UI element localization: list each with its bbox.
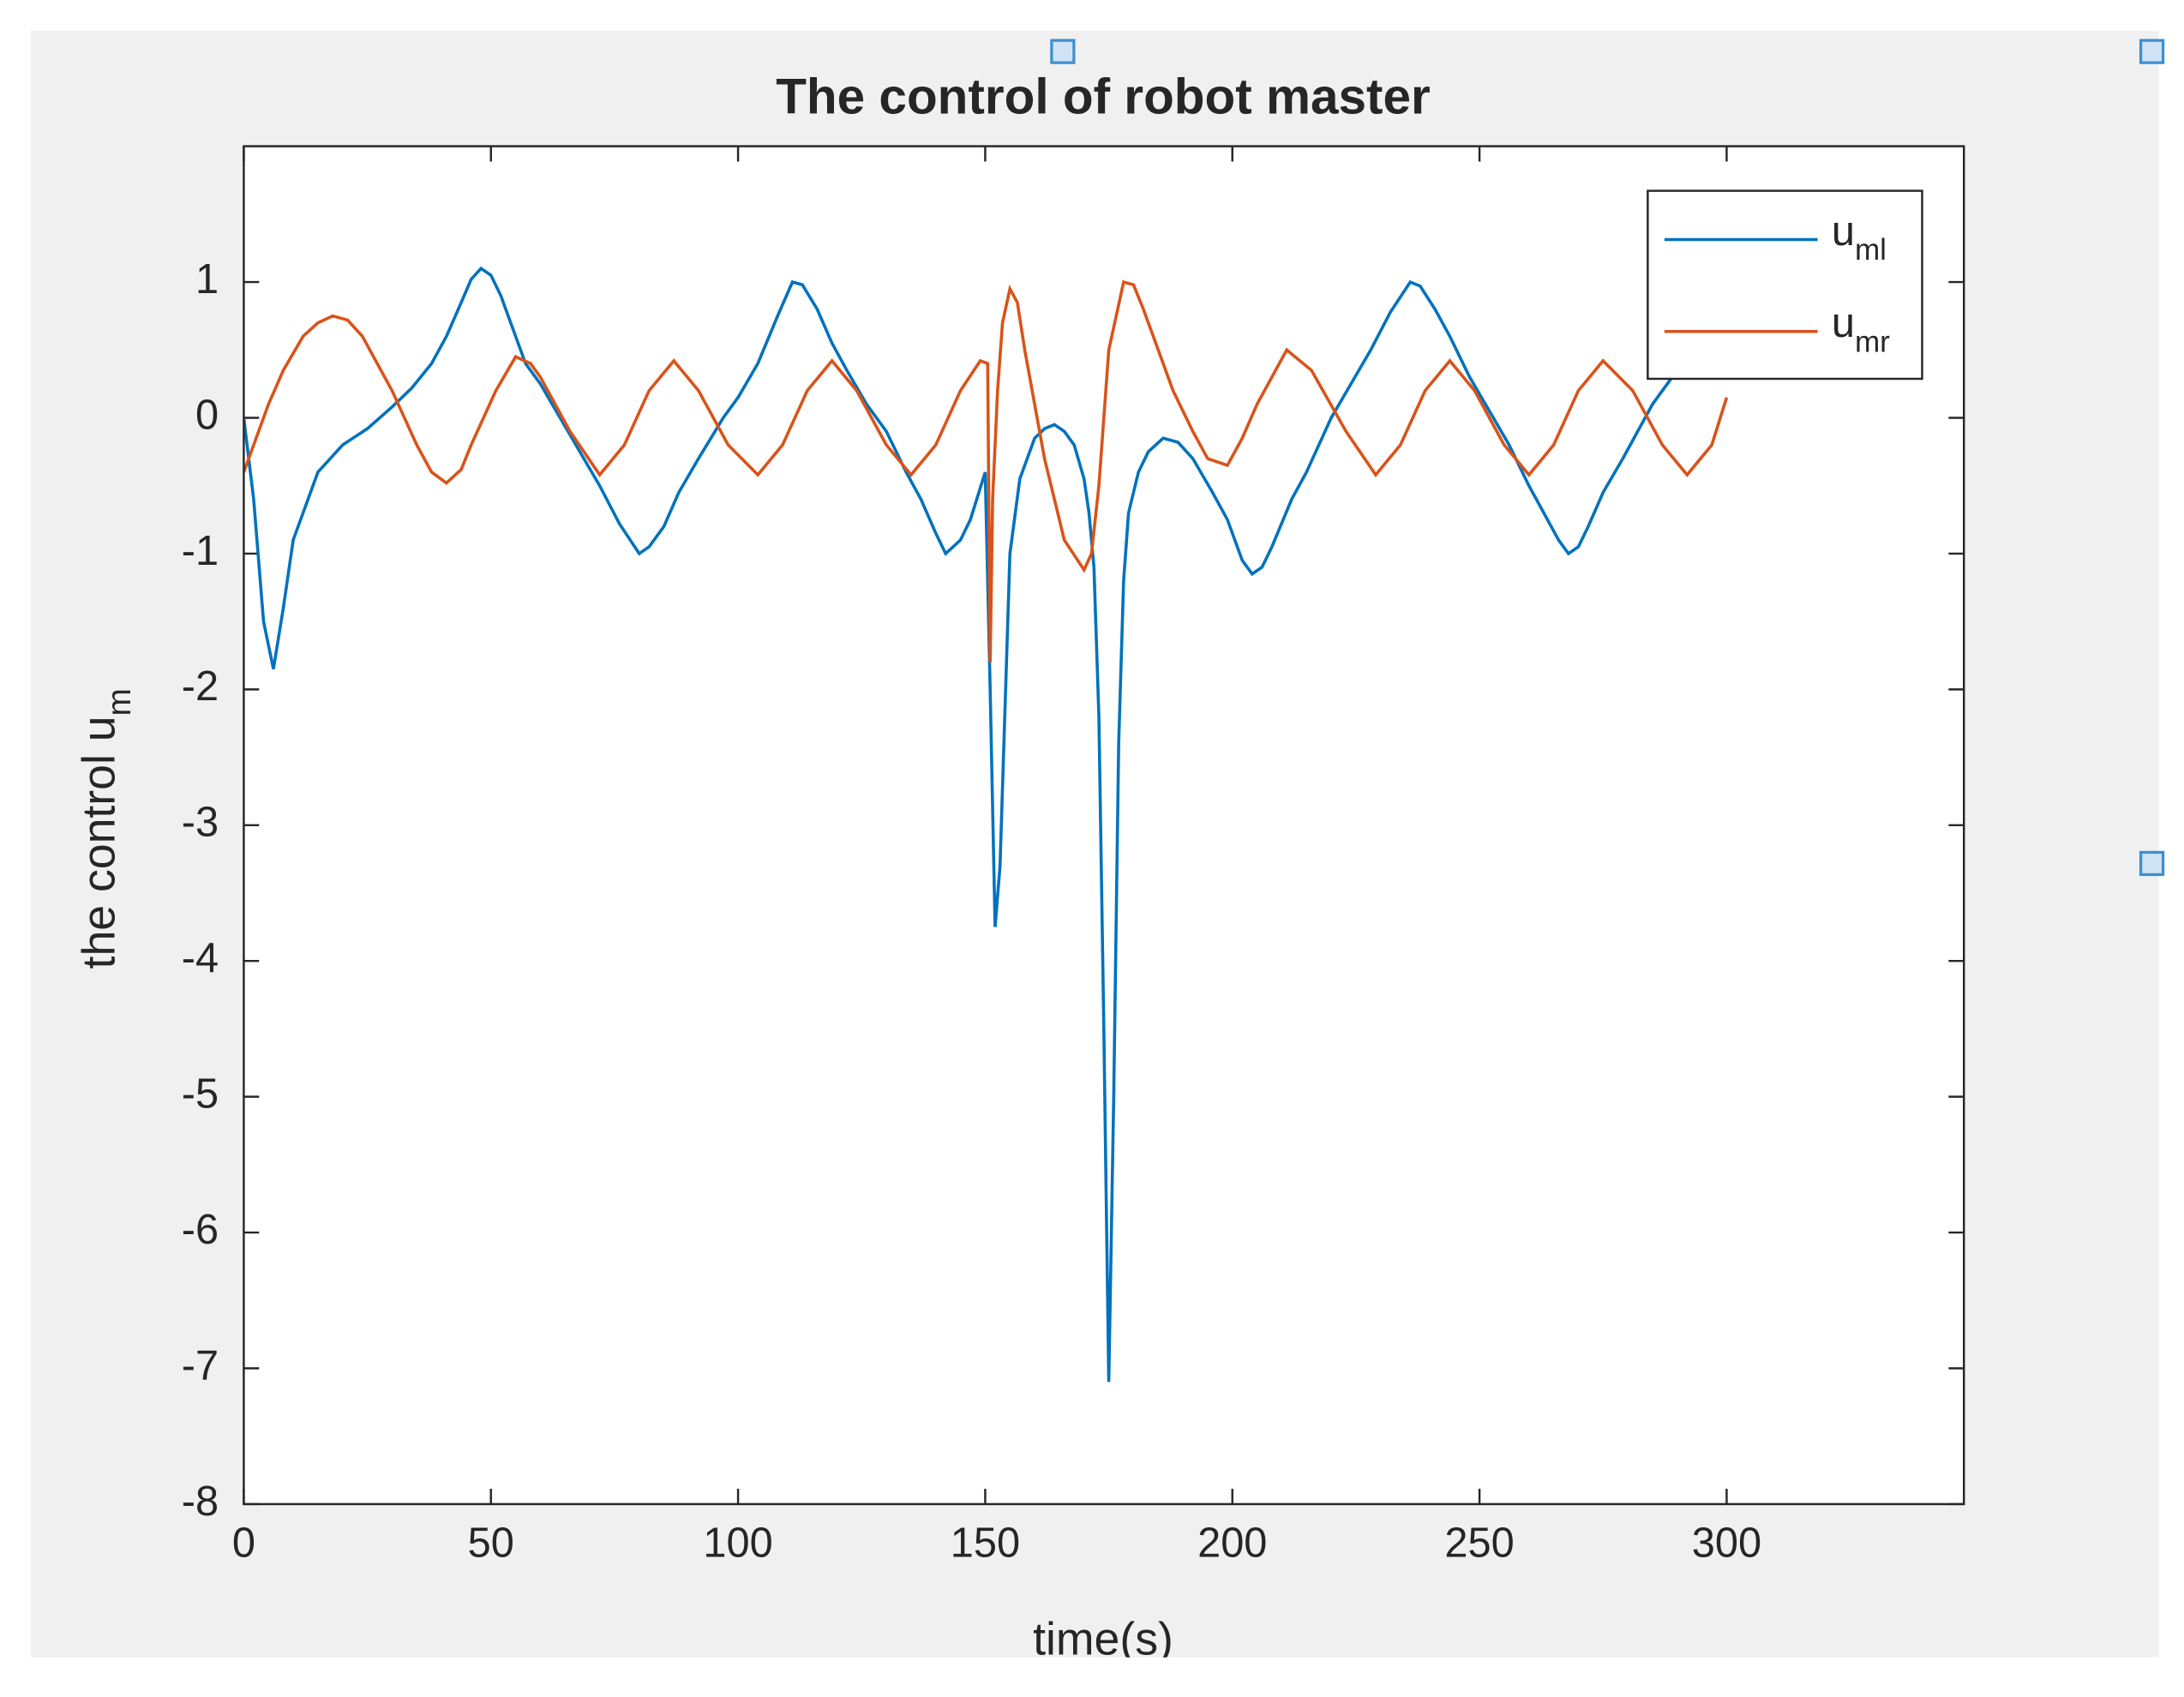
y-tick-label: -5 — [182, 1071, 219, 1118]
axes-box — [243, 145, 1965, 1506]
axes: 0 50 100 150 200 250 300-8-7-6-5-4-3-2-101umlu… — [182, 145, 1965, 1567]
legend-label: uml — [1832, 208, 1887, 267]
x-axis-label: time(s) — [1033, 1613, 1173, 1664]
x-tick-label: 150 — [951, 1520, 1020, 1567]
x-tick-label: 300 — [1692, 1520, 1761, 1567]
legend-label: umr — [1832, 300, 1890, 358]
selection-handle[interactable] — [2139, 39, 2165, 64]
line-series — [243, 266, 1728, 1382]
x-tick-label: 100 — [703, 1520, 772, 1567]
x-tick-label: 50 — [468, 1520, 514, 1567]
legend-box — [1647, 189, 1923, 381]
y-tick-label: 1 — [195, 256, 219, 303]
selection-handle[interactable] — [1050, 39, 1076, 64]
y-tick-label: -1 — [182, 528, 219, 574]
y-tick-label: -6 — [182, 1207, 219, 1253]
line-series — [243, 279, 1729, 663]
y-tick-label: -8 — [182, 1478, 219, 1525]
x-tick-label: 250 — [1444, 1520, 1514, 1567]
y-tick-label: -3 — [182, 800, 219, 846]
y-tick-label: 0 — [195, 392, 219, 438]
x-tick-label: 0 — [232, 1520, 255, 1567]
y-axis-label: the control um — [73, 688, 138, 968]
y-tick-label: -7 — [182, 1342, 219, 1388]
y-tick-label: -4 — [182, 935, 219, 981]
x-tick-label: 200 — [1197, 1520, 1267, 1567]
chart-title: The control of robot master — [776, 69, 1431, 124]
selection-handle[interactable] — [2139, 850, 2165, 877]
y-tick-label: -2 — [182, 663, 219, 710]
legend: uml umr — [1647, 189, 1923, 381]
